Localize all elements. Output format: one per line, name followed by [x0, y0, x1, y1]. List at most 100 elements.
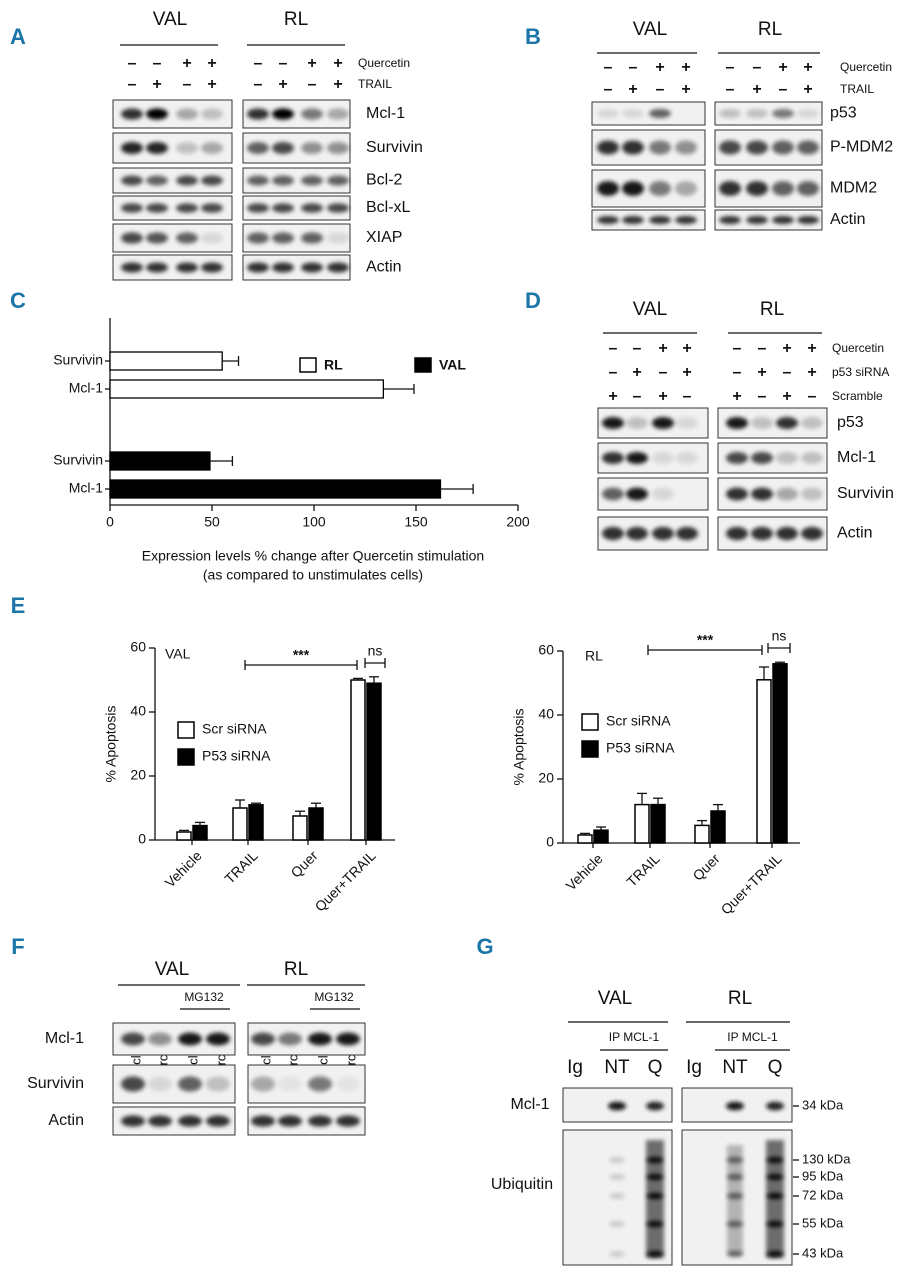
label: +	[682, 340, 691, 357]
band	[772, 216, 794, 224]
label: Survivin	[53, 452, 103, 468]
band	[178, 1032, 202, 1046]
smear	[766, 1140, 784, 1258]
label: RL	[728, 988, 752, 1009]
label: Quer	[689, 850, 723, 884]
band	[251, 1115, 275, 1127]
label: B	[525, 24, 541, 49]
label: P53 siRNA	[606, 740, 675, 756]
label: RL	[585, 648, 603, 664]
label: F	[11, 934, 24, 959]
band	[176, 262, 198, 273]
label: +	[278, 76, 287, 93]
band	[626, 526, 648, 541]
label: E	[11, 593, 26, 618]
band	[622, 140, 644, 155]
label: (as compared to unstimulates cells)	[203, 567, 423, 583]
bar	[710, 810, 726, 844]
label: TRAIL	[358, 77, 392, 91]
label: P53 siRNA	[202, 748, 271, 764]
band	[247, 232, 269, 244]
label: RL	[284, 959, 308, 980]
bar	[756, 679, 772, 844]
label: Survivin	[53, 352, 103, 368]
band	[327, 232, 349, 244]
band	[675, 181, 697, 196]
label: VAL	[153, 9, 188, 30]
band	[652, 452, 674, 464]
label: RL	[324, 357, 343, 373]
label: +	[778, 59, 787, 76]
label: Actin	[48, 1112, 84, 1129]
band	[801, 417, 823, 429]
label: +	[658, 388, 667, 405]
band	[726, 452, 748, 464]
label: D	[525, 288, 541, 313]
band	[797, 140, 819, 155]
band	[206, 1115, 230, 1127]
band	[675, 216, 697, 224]
error-bar	[209, 456, 234, 466]
label: 40	[538, 706, 554, 722]
error-bar	[195, 821, 205, 826]
blot-strip	[714, 209, 823, 231]
label: IP MCL-1	[609, 1030, 660, 1044]
label: –	[726, 81, 735, 98]
label: +	[782, 388, 791, 405]
band	[772, 108, 794, 119]
band	[301, 142, 323, 154]
band	[649, 181, 671, 196]
label: IP MCL-1	[727, 1030, 778, 1044]
band	[272, 262, 294, 273]
label: Scramble	[832, 389, 883, 403]
band	[772, 181, 794, 196]
label: 100	[302, 514, 326, 530]
label: –	[308, 76, 317, 93]
error-bar	[222, 356, 240, 366]
label: +	[803, 59, 812, 76]
band	[201, 175, 223, 186]
band	[247, 203, 269, 213]
band	[327, 203, 349, 213]
label: 130 kDa	[802, 1151, 851, 1166]
label: 50	[204, 514, 220, 530]
label: Vehicle	[161, 847, 204, 890]
band	[726, 417, 748, 429]
label: MDM2	[830, 180, 877, 197]
label: +	[732, 388, 741, 405]
label: Q	[768, 1057, 783, 1078]
band	[602, 417, 624, 429]
error-bar	[369, 676, 379, 684]
label: Survivin	[837, 485, 894, 502]
error-bar	[179, 829, 189, 832]
label: –	[758, 340, 767, 357]
band	[726, 1101, 744, 1111]
error-bar	[713, 803, 723, 811]
band	[776, 487, 798, 501]
label: –	[128, 55, 137, 72]
label: –	[656, 81, 665, 98]
label: 150	[404, 514, 428, 530]
band	[746, 181, 768, 196]
band	[176, 142, 198, 154]
label: 40	[130, 703, 146, 719]
label: –	[254, 55, 263, 72]
band	[776, 526, 798, 541]
band	[597, 140, 619, 155]
band	[272, 175, 294, 186]
error-bar	[295, 810, 305, 816]
label: –	[753, 59, 762, 76]
band	[201, 108, 223, 120]
bar	[366, 682, 382, 841]
label: 20	[538, 770, 554, 786]
label: % Apoptosis	[103, 705, 119, 782]
band	[121, 203, 143, 213]
band	[751, 452, 773, 464]
band	[626, 452, 648, 464]
label: –	[808, 388, 817, 405]
band	[278, 1076, 302, 1092]
label: ***	[697, 632, 714, 648]
label: MG132	[184, 990, 224, 1004]
band	[772, 140, 794, 155]
